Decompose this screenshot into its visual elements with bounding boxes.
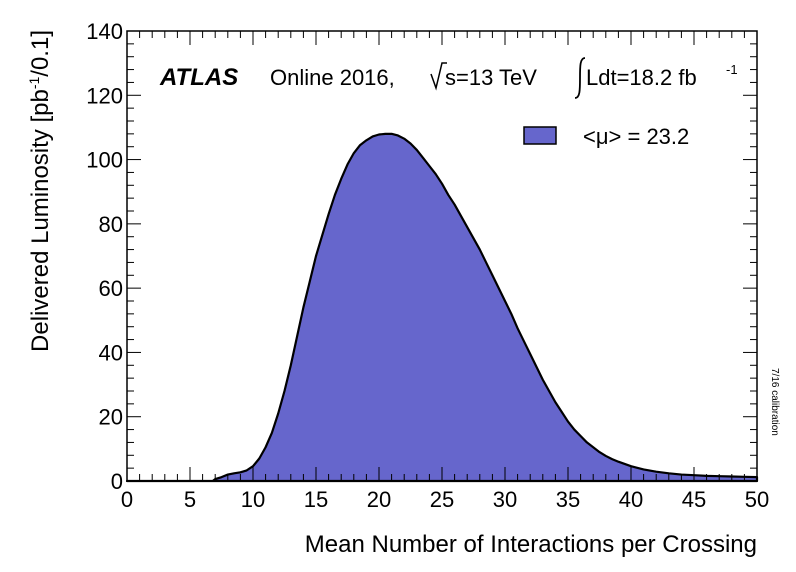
x-tick-label: 30 [493,487,517,512]
calibration-note: 7/16 calibration [769,368,780,436]
x-tick-label: 0 [121,487,133,512]
atlas-label: ATLAS [159,64,238,91]
energy-label: s=13 TeV [445,65,537,90]
x-tick-label: 20 [367,487,391,512]
x-tick-label: 15 [304,487,328,512]
y-tick-label: 80 [99,212,123,237]
y-axis-title-suffix: /0.1] [27,30,54,77]
y-tick-label: 60 [99,276,123,301]
axis-ticks: 0 5 10 15 20 25 30 35 40 45 50 0 20 40 60 80 100 120 140 [86,19,769,512]
x-axis-title: Mean Number of Interactions per Crossing [305,531,757,558]
x-tick-label: 25 [430,487,454,512]
x-tick-label: 50 [745,487,769,512]
y-axis-title-exponent: -1 [26,76,42,89]
legend-label: <μ> = 23.2 [583,124,689,149]
x-tick-label: 40 [619,487,643,512]
lumi-exponent: -1 [726,62,738,77]
x-tick-label: 45 [682,487,706,512]
x-tick-label: 35 [556,487,580,512]
y-axis-title-main: Delivered Luminosity [pb [27,89,54,352]
run-label: Online 2016, [270,65,395,90]
x-tick-label: 10 [241,487,265,512]
x-tick-label: 5 [184,487,196,512]
integral-symbol [574,57,586,99]
y-tick-label: 120 [86,83,123,108]
y-tick-label: 40 [99,340,123,365]
y-tick-label: 20 [99,405,123,430]
plot-area [125,132,759,483]
distribution-area [125,132,759,483]
y-tick-label: 0 [111,469,123,494]
y-tick-label: 140 [86,19,123,44]
legend-swatch [523,126,557,145]
sqrt-symbol [430,62,447,91]
y-axis-title: Delivered Luminosity [pb-1/0.1] [26,30,54,352]
y-tick-label: 100 [86,148,123,173]
lumi-label: Ldt=18.2 fb [586,65,697,90]
